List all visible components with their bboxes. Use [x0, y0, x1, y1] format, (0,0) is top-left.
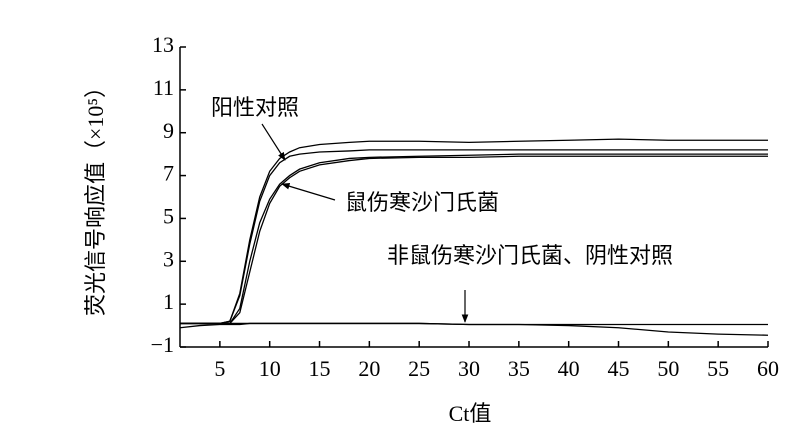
y-tick-label: 3 [163, 246, 174, 271]
y-tick-label: 13 [152, 32, 174, 57]
annotation: 阳性对照 [211, 95, 299, 120]
y-tick-label: 9 [163, 118, 174, 143]
curve [180, 138, 768, 325]
curve [180, 149, 768, 325]
annotation-arrow [261, 123, 286, 161]
curve [180, 322, 769, 336]
curve [180, 155, 768, 325]
x-tick-label: 10 [259, 356, 281, 381]
x-tick-label: 35 [508, 356, 530, 381]
curve [180, 153, 768, 325]
annotation: 非鼠伤寒沙门氏菌、阴性对照 [387, 243, 673, 268]
x-tick-label: 50 [657, 356, 679, 381]
y-axis-label: 荧光信号响应值（×10⁵） [83, 76, 108, 316]
y-tick-label: 7 [163, 161, 174, 186]
x-tick-label: 5 [214, 356, 225, 381]
x-tick-label: 30 [458, 356, 480, 381]
x-axis-label: Ct值 [449, 401, 492, 426]
x-tick-label: 15 [309, 356, 331, 381]
x-tick-label: 55 [707, 356, 729, 381]
y-tick-label: 5 [163, 203, 174, 228]
x-tick-label: 20 [358, 356, 380, 381]
y-tick-label: 11 [153, 75, 174, 100]
y-tick-label: −1 [151, 332, 174, 357]
annotation-arrow [281, 182, 336, 201]
x-tick-label: 25 [408, 356, 430, 381]
annotation: 鼠伤寒沙门氏菌 [345, 190, 499, 215]
x-tick-label: 60 [757, 356, 779, 381]
x-tick-label: 40 [558, 356, 580, 381]
y-tick-label: 1 [163, 289, 174, 314]
x-tick-label: 45 [608, 356, 630, 381]
